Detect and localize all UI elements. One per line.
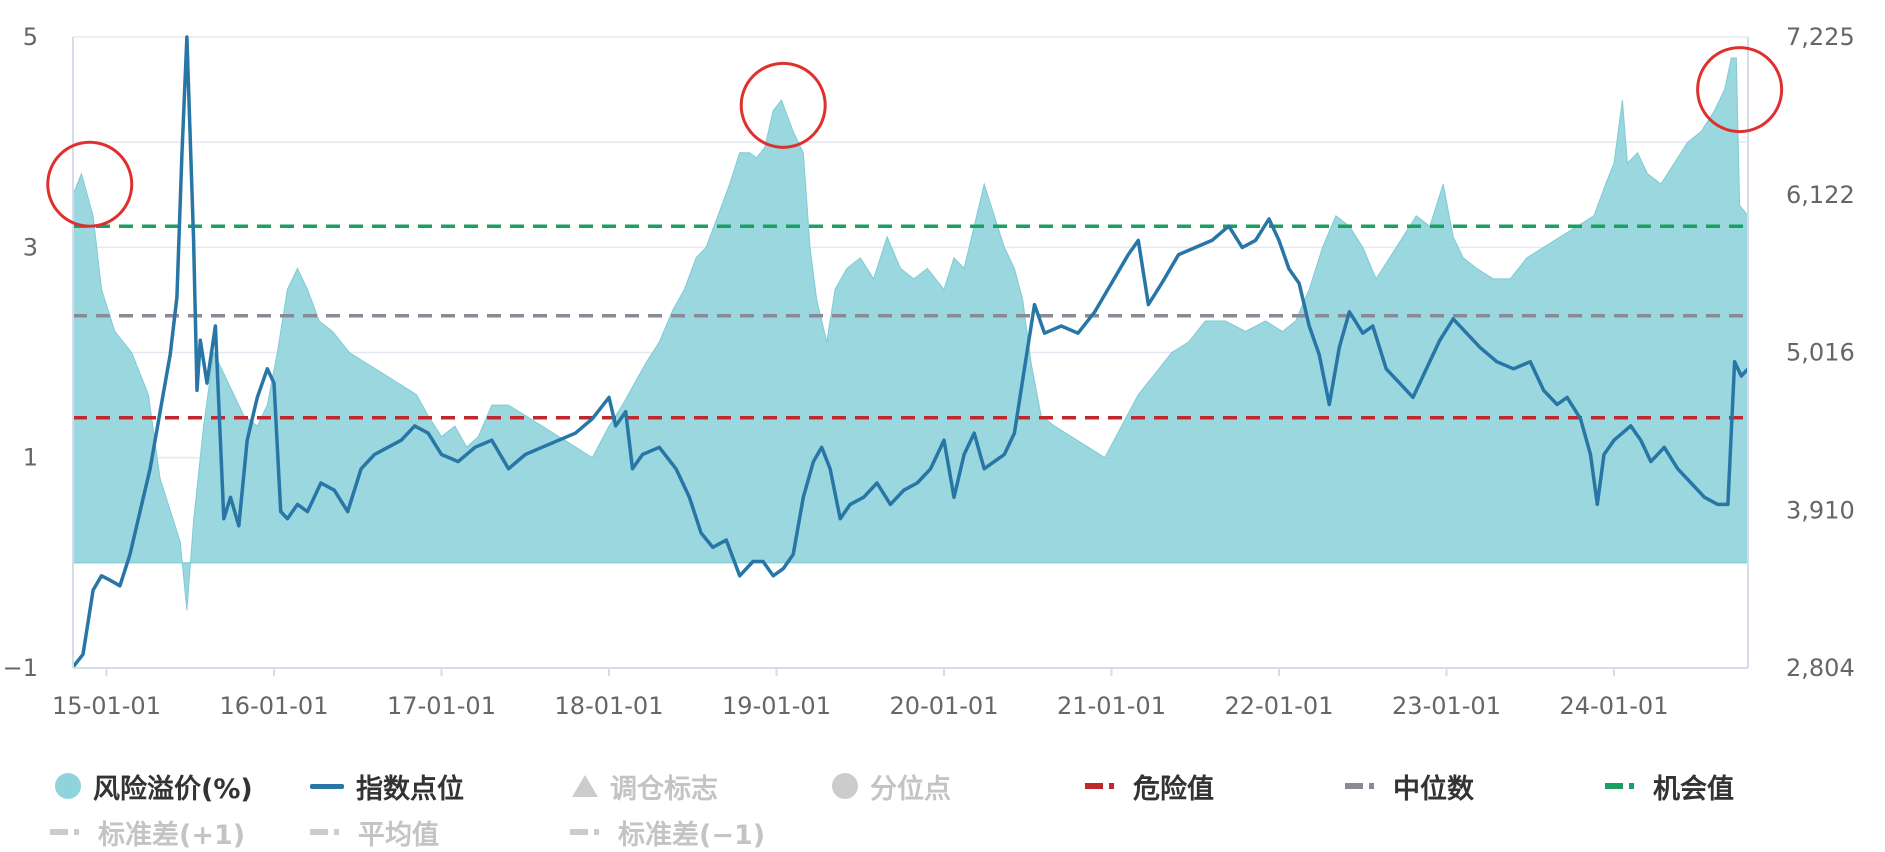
plot-frame (72, 37, 1749, 669)
y-left-tick-label: 3 (23, 233, 38, 261)
dash-icon (50, 829, 86, 835)
x-tick-label: 22-01-01 (1225, 692, 1334, 720)
y-axis-right: 7,225 6,122 5,016 3,910 2,804 (1786, 23, 1855, 682)
y-right-tick-label: 7,225 (1786, 23, 1855, 51)
y-right-tick-label: 2,804 (1786, 654, 1855, 682)
x-tick-label: 23-01-01 (1392, 692, 1501, 720)
y-axis-left: 5 3 1 −1 (3, 23, 38, 682)
legend-label: 机会值 (1653, 773, 1734, 805)
highlight-circle (739, 61, 827, 149)
index-line (71, 35, 1750, 669)
legend-item-mean[interactable]: 平均值 (310, 814, 439, 851)
legend-item-rebalance[interactable]: 调仓标志 (572, 768, 718, 805)
x-axis: 15-01-01 16-01-01 17-01-01 18-01-01 19-01-01… (52, 668, 1668, 720)
x-tick-label: 19-01-01 (722, 692, 831, 720)
x-tick-label: 18-01-01 (555, 692, 664, 720)
dash-icon (570, 829, 606, 835)
x-tick-label: 15-01-01 (52, 692, 161, 720)
legend-label: 指数点位 (356, 773, 464, 805)
legend-label: 分位点 (870, 773, 951, 805)
line-icon (310, 783, 344, 789)
x-tick-label: 20-01-01 (890, 692, 999, 720)
x-tick-label: 16-01-01 (220, 692, 329, 720)
x-tick-label: 21-01-01 (1057, 692, 1166, 720)
x-tick-label: 24-01-01 (1560, 692, 1669, 720)
dash-icon (1605, 783, 1641, 789)
reference-lines (73, 224, 1748, 420)
legend-label: 标准差(+1) (98, 819, 246, 851)
legend-label: 平均值 (358, 819, 439, 851)
legend-item-opportunity[interactable]: 机会值 (1605, 768, 1734, 805)
y-right-tick-label: 5,016 (1786, 339, 1855, 367)
y-left-tick-label: 5 (23, 23, 38, 51)
risk-premium-area (72, 57, 1749, 611)
circle-icon (832, 773, 858, 799)
legend-label: 调仓标志 (610, 773, 718, 805)
legend-label: 标准差(−1) (618, 819, 766, 851)
legend-item-median[interactable]: 中位数 (1345, 768, 1474, 805)
highlight-circle (1696, 46, 1784, 134)
legend-item-percentile[interactable]: 分位点 (832, 768, 951, 805)
index-line-path (71, 35, 1750, 669)
triangle-icon (572, 775, 598, 797)
legend-item-danger[interactable]: 危险值 (1085, 768, 1214, 805)
legend-item-std-plus[interactable]: 标准差(+1) (50, 814, 246, 851)
x-tick-label: 17-01-01 (387, 692, 496, 720)
y-left-tick-label: −1 (3, 654, 38, 682)
y-right-tick-label: 6,122 (1786, 181, 1855, 209)
y-left-tick-label: 1 (23, 444, 38, 472)
y-right-tick-label: 3,910 (1786, 496, 1855, 524)
dash-icon (1085, 783, 1121, 789)
dash-icon (310, 829, 346, 835)
highlight-circle (46, 140, 134, 228)
annotations (46, 46, 1784, 228)
legend-label: 风险溢价(%) (93, 773, 253, 805)
legend-label: 危险值 (1133, 773, 1214, 805)
legend-label: 中位数 (1393, 773, 1474, 805)
legend-item-std-minus[interactable]: 标准差(−1) (570, 814, 766, 851)
area-fill (72, 57, 1749, 611)
legend-item-risk-premium[interactable]: 风险溢价(%) (55, 768, 253, 805)
circle-icon (55, 773, 81, 799)
dash-icon (1345, 783, 1381, 789)
legend-item-index[interactable]: 指数点位 (310, 768, 464, 805)
